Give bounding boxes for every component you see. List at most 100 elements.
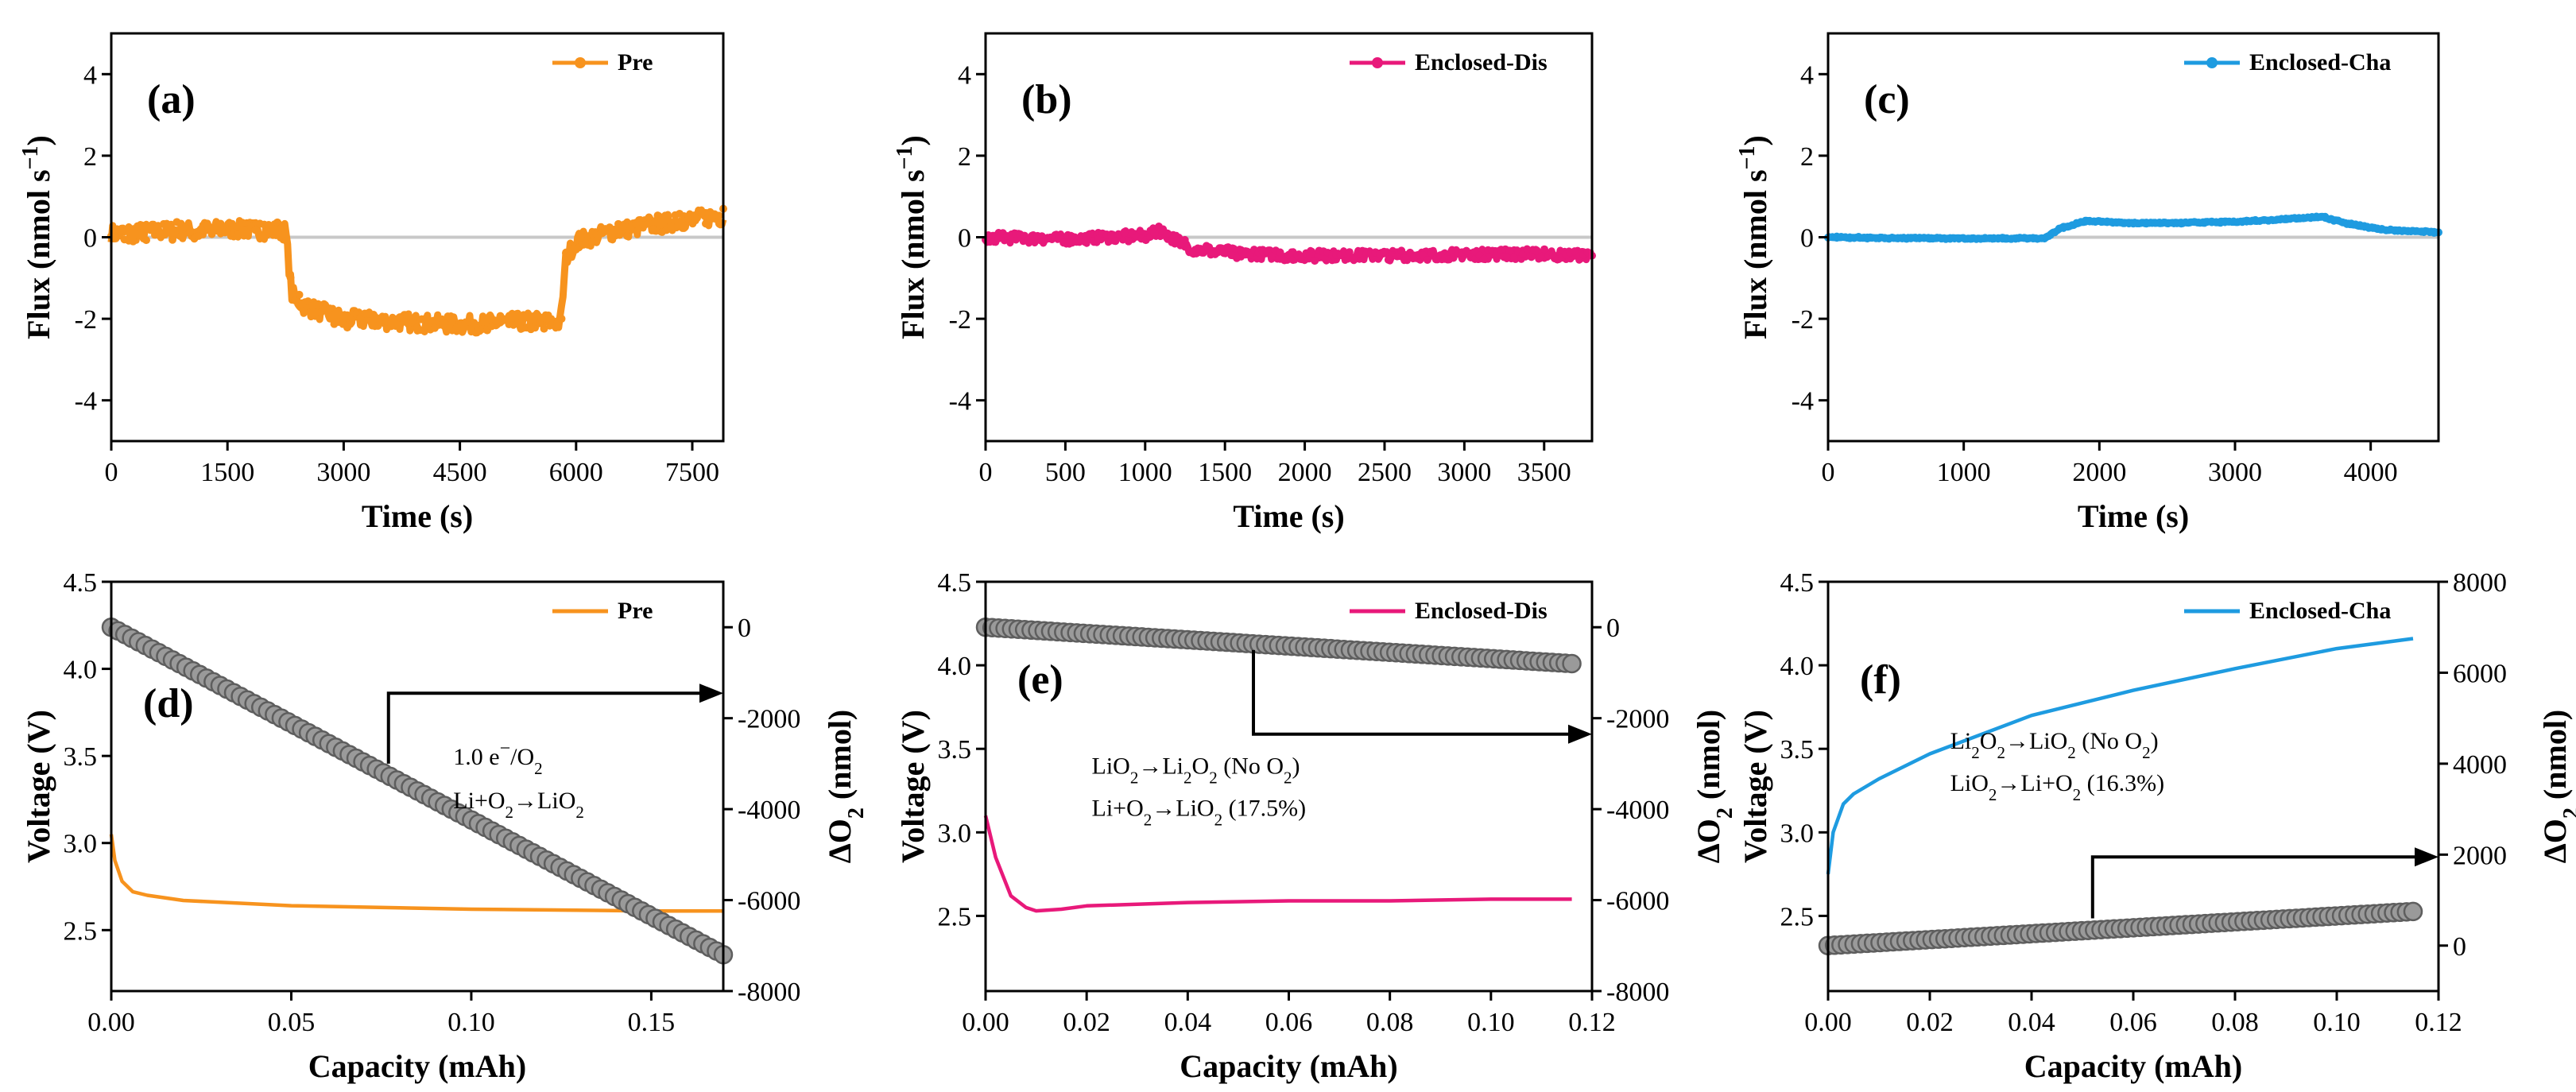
- flux-point: [374, 321, 382, 330]
- y-tick-label: 4: [83, 60, 97, 90]
- x-tick-label: 0.08: [1366, 1008, 1414, 1037]
- y-tick-label: 3.5: [1780, 735, 1815, 765]
- y2-tick-label: 2000: [2453, 841, 2507, 870]
- y-axis-label: Flux (nmol s−1): [893, 135, 932, 339]
- flux-point: [326, 304, 334, 313]
- x-tick-label: 4500: [433, 458, 487, 487]
- x-tick-label: 2000: [1278, 458, 1332, 487]
- y2-tick-label: -6000: [738, 887, 800, 916]
- flux-point: [440, 319, 447, 327]
- y-axis-label: Flux (nmol s−1): [18, 135, 57, 339]
- x-tick-label: 3000: [1437, 458, 1491, 487]
- flux-point: [343, 323, 351, 332]
- y2-tick-label: 0: [2453, 932, 2466, 962]
- y-tick-label: 3.0: [938, 819, 972, 848]
- x-tick-label: 0.06: [2109, 1008, 2157, 1037]
- x-tick-label: 500: [1045, 458, 1086, 487]
- flux-point: [1523, 245, 1532, 254]
- x-tick-label: 0: [1822, 458, 1835, 487]
- y-axis-label: Voltage (V): [21, 710, 56, 863]
- x-tick-label: 0: [105, 458, 118, 487]
- y-tick-label: 2.5: [1780, 902, 1815, 931]
- flux-point: [527, 325, 535, 334]
- y-tick-label: 3.5: [938, 735, 972, 765]
- reaction-annotation: LiO2→Li2O2 (No O2): [1092, 753, 1300, 788]
- y-tick-label: -2: [949, 305, 971, 335]
- flux-point: [588, 238, 596, 247]
- flux-point: [994, 234, 1003, 242]
- x-tick-label: 0.06: [1265, 1008, 1313, 1037]
- y-tick-label: 2: [83, 142, 97, 172]
- arrow-head: [1568, 724, 1592, 744]
- arrow-head: [699, 683, 723, 703]
- panel-label: (e): [1017, 657, 1063, 703]
- y2-tick-label: 6000: [2453, 659, 2507, 688]
- flux-point: [1180, 235, 1189, 244]
- flux-point: [610, 227, 618, 236]
- x-axis-label: Time (s): [1233, 498, 1344, 534]
- y-tick-label: 2: [958, 142, 971, 172]
- y-tick-label: 3.5: [64, 742, 98, 772]
- flux-point: [234, 230, 242, 238]
- flux-point: [422, 314, 430, 323]
- legend-label: Enclosed-Dis: [1415, 49, 1548, 76]
- x-tick-label: 0.04: [2008, 1008, 2055, 1037]
- y2-axis-label: ΔO2 (nmol): [822, 710, 869, 864]
- flux-point: [251, 226, 260, 234]
- reaction-annotation: Li+O2→LiO2: [453, 788, 584, 822]
- y-tick-label: 4.5: [938, 568, 972, 598]
- flux-point: [1345, 248, 1354, 257]
- y2-tick-label: 0: [1606, 614, 1620, 643]
- flux-point: [536, 319, 544, 327]
- flux-point: [300, 307, 308, 316]
- flux-point: [1536, 254, 1544, 262]
- flux-point: [1120, 229, 1129, 238]
- flux-point: [1401, 254, 1410, 263]
- flux-point: [579, 240, 587, 249]
- o2-point: [2403, 901, 2423, 922]
- x-tick-label: 2500: [1358, 458, 1412, 487]
- legend-label: Enclosed-Dis: [1415, 598, 1548, 624]
- x-tick-label: 3000: [2208, 458, 2262, 487]
- flux-point: [1311, 257, 1319, 265]
- series-o2-markers: [101, 617, 734, 965]
- flux-point: [487, 322, 496, 331]
- x-axis-label: Time (s): [362, 498, 473, 534]
- flux-point: [1532, 246, 1540, 255]
- flux-point: [1280, 256, 1289, 265]
- x-tick-label: 0.00: [962, 1008, 1009, 1037]
- legend-marker: [575, 57, 586, 68]
- y2-tick-label: -6000: [1606, 887, 1669, 916]
- flux-point: [172, 218, 181, 227]
- flux-point: [1505, 246, 1514, 255]
- flux-point: [1219, 249, 1228, 258]
- series-enclosed-cha-voltage: [1826, 637, 2414, 875]
- y-tick-label: -2: [75, 305, 97, 335]
- y-tick-label: -2: [1792, 305, 1814, 335]
- x-tick-label: 0.10: [2313, 1008, 2361, 1037]
- flux-point: [111, 234, 120, 242]
- axis-arrow: [2090, 855, 2419, 919]
- legend-label: Pre: [618, 598, 653, 624]
- legend-entry: Pre: [552, 49, 653, 76]
- x-tick-label: 6000: [549, 458, 603, 487]
- flux-point: [470, 319, 478, 327]
- flux-point: [195, 231, 203, 240]
- flux-point: [1111, 237, 1120, 246]
- flux-point: [1107, 230, 1116, 238]
- x-axis-label: Capacity (mAh): [1180, 1048, 1397, 1084]
- arrow-head: [2415, 847, 2438, 867]
- y2-tick-label: -2000: [1606, 705, 1669, 734]
- flux-point: [1479, 254, 1488, 263]
- y-tick-label: 2.5: [938, 902, 972, 931]
- flux-point: [1427, 249, 1436, 258]
- flux-point: [129, 237, 138, 246]
- series-enclosed-cha: [1824, 212, 2442, 243]
- y-tick-label: 4: [958, 60, 971, 90]
- x-tick-label: 3000: [316, 458, 370, 487]
- x-tick-label: 4000: [2344, 458, 2398, 487]
- x-tick-label: 1000: [1937, 458, 1991, 487]
- reaction-annotation: Li2O2→LiO2 (No O2): [1950, 728, 2159, 762]
- x-axis-label: Capacity (mAh): [308, 1048, 526, 1084]
